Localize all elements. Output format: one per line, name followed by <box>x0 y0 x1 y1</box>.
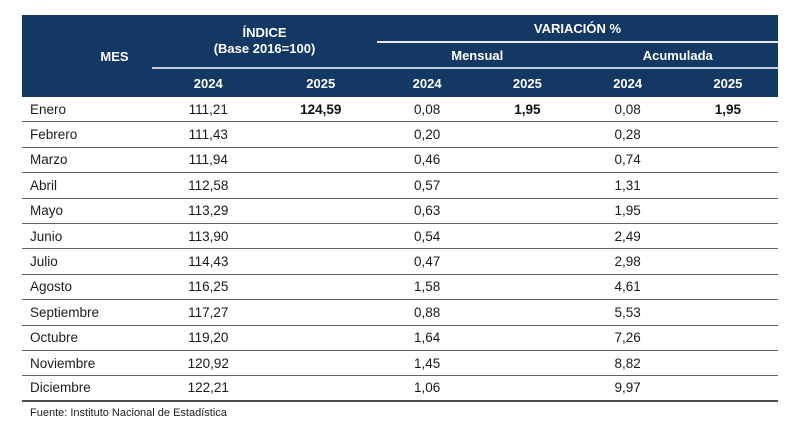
table-row: Agosto 116,25 1,58 4,61 <box>22 275 778 301</box>
value-cell: 0,08 <box>413 101 441 117</box>
value-cell: 0,74 <box>614 152 641 168</box>
table-row: Junio 113,90 0,54 2,49 <box>22 224 778 250</box>
header-indice-subtitle: (Base 2016=100) <box>213 41 316 56</box>
value-cell: 1,95 <box>514 101 541 117</box>
source-note: Fuente: Instituto Nacional de Estadístic… <box>30 406 227 419</box>
value-cell: 117,27 <box>188 304 229 320</box>
year-header-acumulada-2025: 2025 <box>713 75 743 91</box>
header-mes: MES <box>100 48 129 64</box>
value-cell: 120,92 <box>187 355 229 371</box>
value-cell: 0,20 <box>413 127 441 143</box>
value-cell: 5,53 <box>614 304 641 320</box>
month-cell: Septiembre <box>30 304 100 320</box>
table-row: Diciembre 122,21 1,06 9,97 <box>22 376 778 402</box>
value-cell: 0,46 <box>413 152 441 168</box>
year-header-indice-2024: 2024 <box>193 75 223 91</box>
value-cell: 116,25 <box>188 279 229 295</box>
value-cell: 2,98 <box>614 254 641 270</box>
statistics-table: MES ÍNDICE (Base 2016=100) VARIACIÓN % M… <box>22 15 778 419</box>
value-cell: 112,58 <box>188 177 229 193</box>
table-row: Septiembre 117,27 0,88 5,53 <box>22 300 778 326</box>
value-cell: 119,20 <box>188 330 229 346</box>
value-cell: 9,97 <box>614 380 641 396</box>
year-header-acumulada-2024: 2024 <box>613 75 643 91</box>
header-variacion-group: VARIACIÓN % <box>377 15 778 43</box>
header-acumulada: Acumulada <box>577 43 778 69</box>
value-cell: 111,21 <box>188 101 228 117</box>
value-cell: 124,59 <box>300 101 342 117</box>
header-indice-group: ÍNDICE (Base 2016=100) <box>152 15 377 69</box>
value-cell: 111,43 <box>188 127 228 143</box>
month-cell: Junio <box>30 228 63 244</box>
value-cell: 0,08 <box>614 101 641 117</box>
value-cell: 1,45 <box>413 355 441 371</box>
value-cell: 113,90 <box>188 228 229 244</box>
value-cell: 1,64 <box>413 330 441 346</box>
value-cell: 113,29 <box>188 203 229 219</box>
table-header: MES ÍNDICE (Base 2016=100) VARIACIÓN % M… <box>22 15 778 97</box>
value-cell: 0,63 <box>413 203 441 219</box>
value-cell: 0,28 <box>614 127 641 143</box>
value-cell: 122,21 <box>187 380 229 396</box>
month-cell: Diciembre <box>30 380 91 396</box>
month-cell: Febrero <box>30 127 78 143</box>
table-row: Noviembre 120,92 1,45 8,82 <box>22 351 778 377</box>
value-cell: 114,43 <box>188 254 229 270</box>
value-cell: 1,95 <box>714 101 742 117</box>
value-cell: 0,57 <box>413 177 441 193</box>
table-row: Abril 112,58 0,57 1,31 <box>22 173 778 199</box>
table-row: Marzo 111,94 0,46 0,74 <box>22 148 778 174</box>
table-row: Octubre 119,20 1,64 7,26 <box>22 326 778 351</box>
month-cell: Agosto <box>30 279 73 295</box>
table-footer: Fuente: Instituto Nacional de Estadístic… <box>22 402 778 419</box>
table-row: Febrero 111,43 0,20 0,28 <box>22 122 778 148</box>
value-cell: 2,49 <box>614 228 641 244</box>
month-cell: Enero <box>30 101 67 117</box>
value-cell: 1,95 <box>614 203 641 219</box>
table-row: Mayo 113,29 0,63 1,95 <box>22 199 778 224</box>
value-cell: 0,47 <box>413 254 441 270</box>
table-row: Julio 114,43 0,47 2,98 <box>22 249 778 275</box>
header-mensual: Mensual <box>377 43 578 69</box>
value-cell: 8,82 <box>614 355 641 371</box>
value-cell: 7,26 <box>614 330 641 346</box>
header-indice-title: ÍNDICE <box>242 24 287 40</box>
month-cell: Octubre <box>30 330 79 346</box>
value-cell: 111,94 <box>188 152 228 168</box>
year-header-mensual-2025: 2025 <box>512 75 542 91</box>
year-header-mensual-2024: 2024 <box>412 75 442 91</box>
header-variacion-title: VARIACIÓN % <box>533 20 622 36</box>
table-body: Enero 111,21 124,59 0,08 1,95 0,08 1,95 Febrero… <box>22 97 778 402</box>
month-cell: Marzo <box>30 152 68 168</box>
month-cell: Noviembre <box>30 355 96 371</box>
table-row: Enero 111,21 124,59 0,08 1,95 0,08 1,95 <box>22 97 778 123</box>
year-header-indice-2025: 2025 <box>306 75 336 91</box>
month-cell: Mayo <box>30 203 64 219</box>
value-cell: 0,88 <box>413 304 441 320</box>
value-cell: 4,61 <box>614 279 641 295</box>
month-cell: Julio <box>30 254 58 270</box>
value-cell: 1,58 <box>413 279 441 295</box>
value-cell: 1,31 <box>614 177 641 193</box>
value-cell: 0,54 <box>413 228 441 244</box>
month-cell: Abril <box>30 177 58 193</box>
value-cell: 1,06 <box>413 380 441 396</box>
